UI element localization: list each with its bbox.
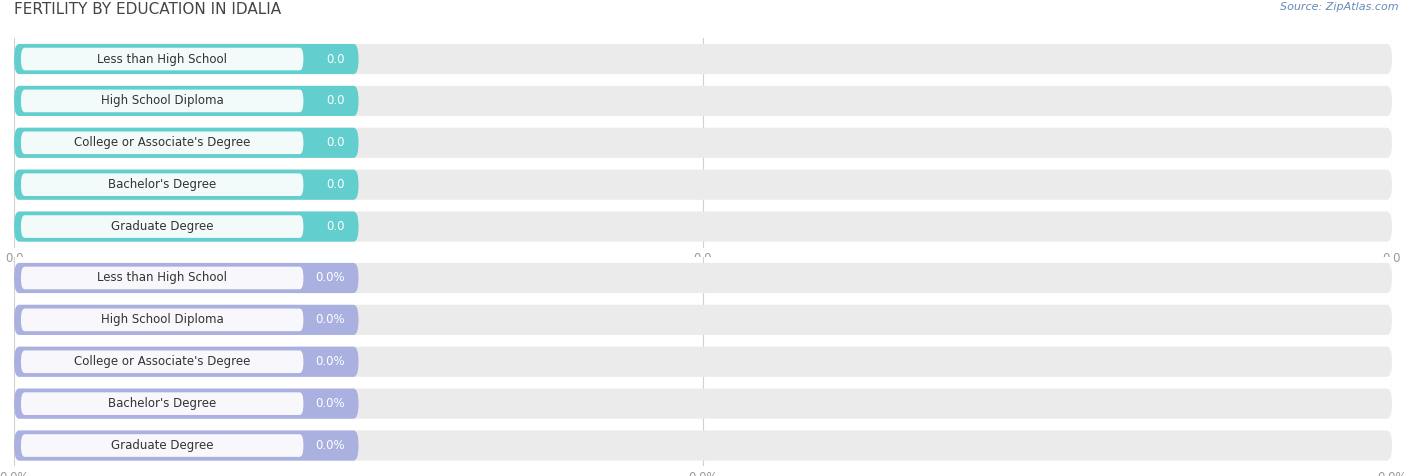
Text: 0.0%: 0.0%: [315, 397, 344, 410]
FancyBboxPatch shape: [14, 211, 1392, 242]
FancyBboxPatch shape: [14, 86, 1392, 116]
FancyBboxPatch shape: [21, 434, 304, 457]
FancyBboxPatch shape: [14, 388, 359, 419]
FancyBboxPatch shape: [14, 347, 1392, 377]
Text: Graduate Degree: Graduate Degree: [111, 439, 214, 452]
FancyBboxPatch shape: [21, 131, 304, 154]
FancyBboxPatch shape: [14, 305, 359, 335]
FancyBboxPatch shape: [21, 48, 304, 70]
FancyBboxPatch shape: [14, 44, 1392, 74]
Text: 0.0: 0.0: [326, 52, 344, 66]
Text: Graduate Degree: Graduate Degree: [111, 220, 214, 233]
Text: Bachelor's Degree: Bachelor's Degree: [108, 178, 217, 191]
FancyBboxPatch shape: [21, 350, 304, 373]
FancyBboxPatch shape: [14, 128, 359, 158]
FancyBboxPatch shape: [14, 347, 359, 377]
Text: 0.0: 0.0: [326, 220, 344, 233]
FancyBboxPatch shape: [14, 263, 359, 293]
FancyBboxPatch shape: [21, 267, 304, 289]
Text: College or Associate's Degree: College or Associate's Degree: [75, 136, 250, 149]
Text: 0.0%: 0.0%: [315, 355, 344, 368]
FancyBboxPatch shape: [14, 128, 1392, 158]
Text: 0.0%: 0.0%: [315, 271, 344, 285]
Text: 0.0%: 0.0%: [315, 439, 344, 452]
Text: 0.0: 0.0: [326, 178, 344, 191]
Text: High School Diploma: High School Diploma: [101, 94, 224, 108]
Text: 0.0: 0.0: [326, 136, 344, 149]
Text: Source: ZipAtlas.com: Source: ZipAtlas.com: [1281, 2, 1399, 12]
Text: High School Diploma: High School Diploma: [101, 313, 224, 327]
Text: Less than High School: Less than High School: [97, 52, 228, 66]
FancyBboxPatch shape: [21, 308, 304, 331]
Text: College or Associate's Degree: College or Associate's Degree: [75, 355, 250, 368]
FancyBboxPatch shape: [21, 89, 304, 112]
Text: FERTILITY BY EDUCATION IN IDALIA: FERTILITY BY EDUCATION IN IDALIA: [14, 2, 281, 18]
Text: 0.0: 0.0: [326, 94, 344, 108]
FancyBboxPatch shape: [14, 305, 1392, 335]
FancyBboxPatch shape: [14, 86, 359, 116]
Text: 0.0%: 0.0%: [315, 313, 344, 327]
FancyBboxPatch shape: [14, 211, 359, 242]
FancyBboxPatch shape: [14, 169, 359, 200]
Text: Less than High School: Less than High School: [97, 271, 228, 285]
FancyBboxPatch shape: [14, 388, 1392, 419]
Text: Bachelor's Degree: Bachelor's Degree: [108, 397, 217, 410]
FancyBboxPatch shape: [21, 173, 304, 196]
FancyBboxPatch shape: [14, 44, 359, 74]
FancyBboxPatch shape: [14, 430, 359, 461]
FancyBboxPatch shape: [21, 392, 304, 415]
FancyBboxPatch shape: [14, 169, 1392, 200]
FancyBboxPatch shape: [14, 263, 1392, 293]
FancyBboxPatch shape: [14, 430, 1392, 461]
FancyBboxPatch shape: [21, 215, 304, 238]
